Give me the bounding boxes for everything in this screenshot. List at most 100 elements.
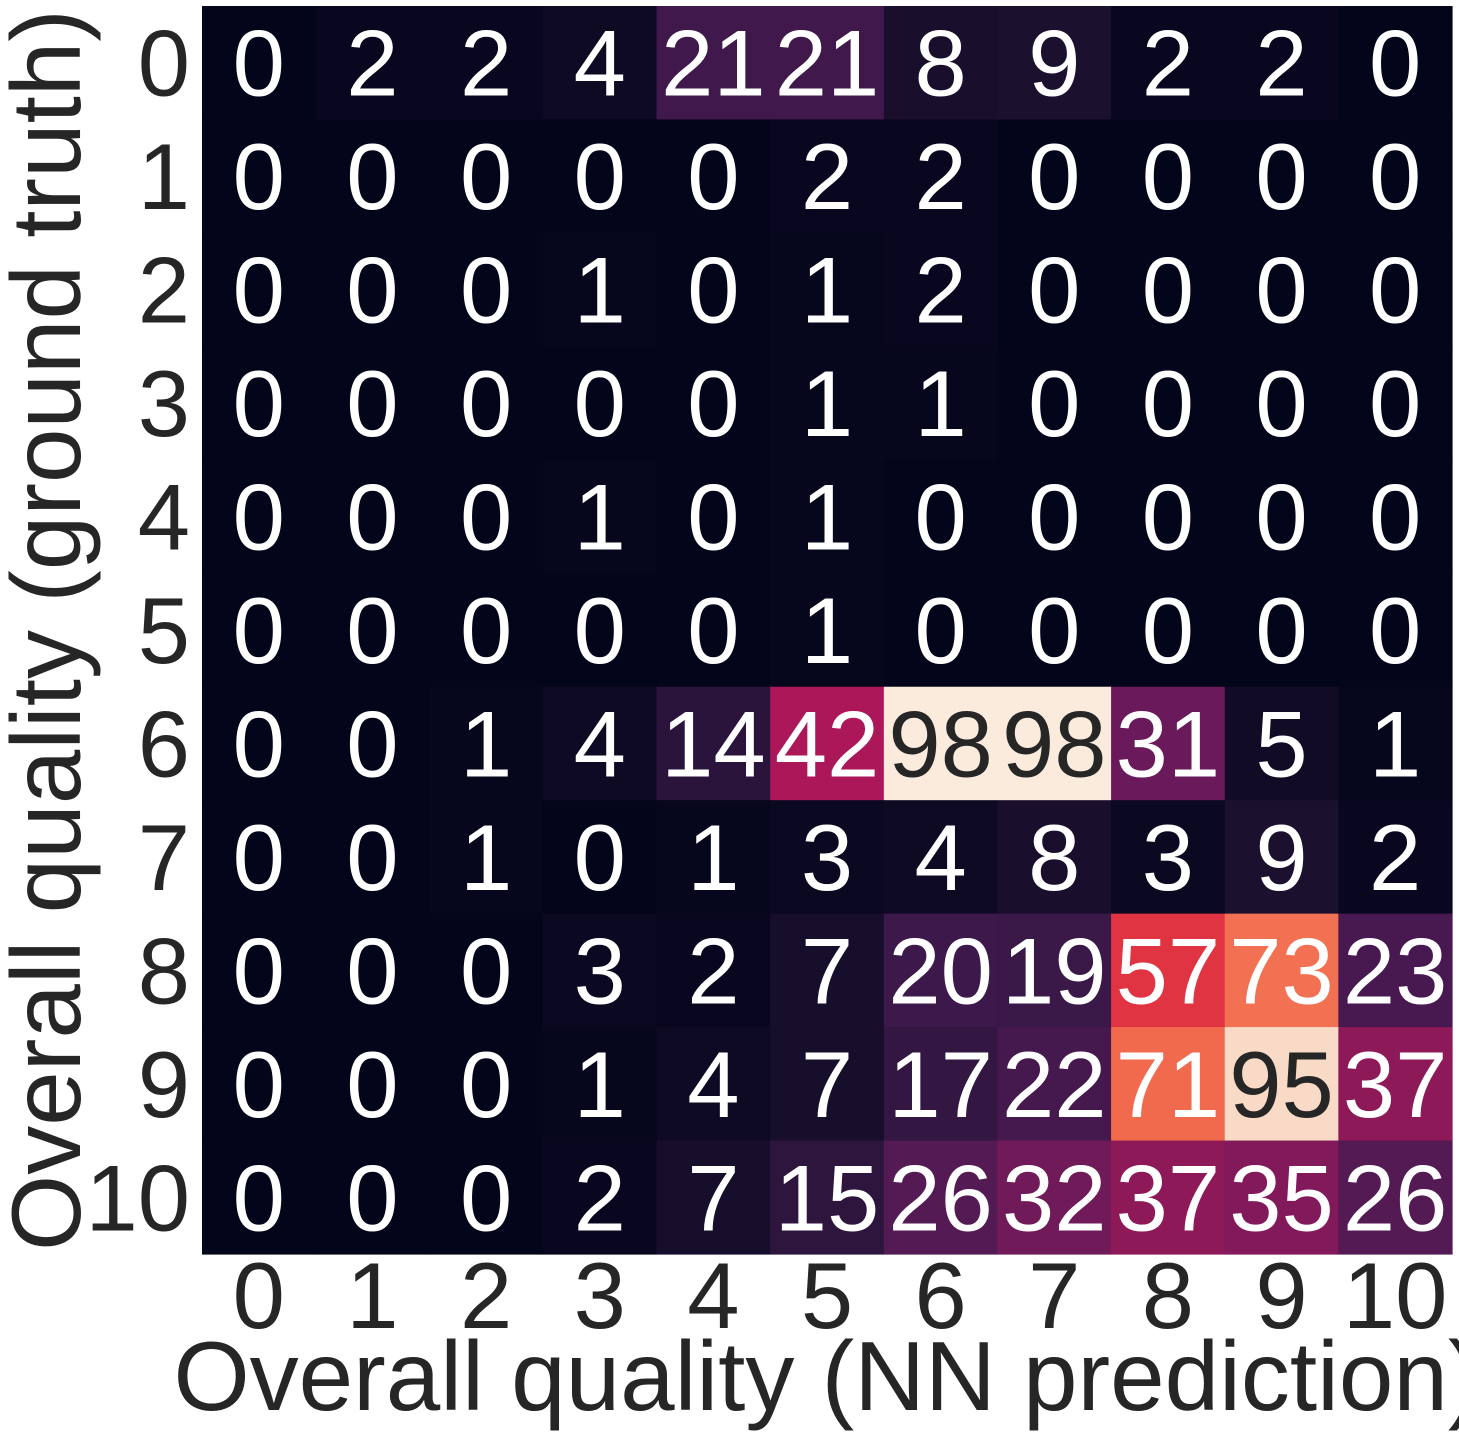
- cell-annotation-r2-c4: 0: [687, 238, 739, 343]
- cell-annotation-r10-c3: 2: [574, 1145, 626, 1250]
- heatmap-cell-r6-c2: [429, 686, 544, 801]
- heatmap-cells: [202, 6, 1453, 1255]
- heatmap-cell-r8-c6: [883, 913, 999, 1028]
- heatmap-cell-r3-c2: [429, 346, 544, 461]
- heatmap-cell-r6-c4: [656, 686, 771, 801]
- heatmap-cell-r7-c2: [429, 800, 544, 915]
- heatmap-cell-r10-c4: [656, 1140, 771, 1255]
- cell-annotation-r8-c8: 57: [1116, 918, 1221, 1023]
- heatmap-cell-r8-c8: [1111, 913, 1226, 1028]
- heatmap-cell-r10-c0: [202, 1140, 317, 1255]
- heatmap-cell-r4-c5: [770, 459, 885, 574]
- cell-annotation-r8-c7: 19: [1002, 918, 1107, 1023]
- cell-annotation-r6-c7: 98: [1002, 691, 1107, 796]
- heatmap-cell-r4-c8: [1111, 459, 1226, 574]
- cell-annotation-r9-c8: 71: [1116, 1032, 1221, 1137]
- heatmap-cell-r3-c6: [883, 346, 999, 461]
- cell-annotation-r4-c5: 1: [801, 465, 853, 570]
- x-tick-label: 1: [346, 1243, 398, 1348]
- heatmap-cell-r10-c8: [1111, 1140, 1226, 1255]
- heatmap-cell-r4-c7: [997, 459, 1112, 574]
- cell-annotation-r1-c9: 0: [1255, 124, 1307, 229]
- heatmap-cell-r0-c8: [1111, 6, 1226, 121]
- heatmap-cell-r6-c6: [883, 686, 999, 801]
- heatmap-cell-r0-c7: [997, 6, 1112, 121]
- cell-annotation-r0-c0: 0: [233, 11, 285, 116]
- cell-annotation-r9-c7: 22: [1002, 1032, 1107, 1137]
- heatmap-cell-r3-c8: [1111, 346, 1226, 461]
- cell-annotation-r2-c2: 0: [460, 238, 512, 343]
- x-tick-label: 6: [914, 1243, 966, 1348]
- heatmap-cell-r7-c8: [1111, 800, 1226, 915]
- heatmap-cell-r5-c1: [315, 573, 430, 688]
- heatmap-cell-r7-c0: [202, 800, 317, 915]
- cell-annotation-r0-c9: 2: [1255, 11, 1307, 116]
- y-tick-label: 1: [138, 124, 190, 229]
- heatmap-cell-r3-c4: [656, 346, 771, 461]
- cell-annotation-r9-c4: 4: [687, 1032, 739, 1137]
- cell-annotation-r0-c3: 4: [574, 11, 626, 116]
- heatmap-cell-r10-c2: [429, 1140, 544, 1255]
- x-axis-tick-labels: 0 1 2 3 4 5 6 7 8 9 10: [233, 1243, 1448, 1348]
- cell-annotation-r5-c9: 0: [1255, 578, 1307, 683]
- heatmap-cell-r2-c3: [542, 232, 658, 347]
- cell-annotation-r10-c4: 7: [687, 1145, 739, 1250]
- cell-annotation-r0-c4: 21: [661, 11, 766, 116]
- cell-annotation-r3-c8: 0: [1142, 351, 1194, 456]
- heatmap-cell-r1-c1: [315, 119, 430, 234]
- cell-annotation-r4-c3: 1: [574, 465, 626, 570]
- cell-annotation-r10-c2: 0: [460, 1145, 512, 1250]
- cell-annotation-r7-c10: 2: [1369, 805, 1421, 910]
- heatmap-cell-r7-c5: [770, 800, 885, 915]
- cell-annotation-r9-c0: 0: [233, 1032, 285, 1137]
- heatmap-cell-r1-c10: [1338, 119, 1453, 234]
- heatmap-cell-r8-c1: [315, 913, 430, 1028]
- cell-annotation-r2-c10: 0: [1369, 238, 1421, 343]
- heatmap-cell-r0-c9: [1224, 6, 1339, 121]
- heatmap-cell-r8-c0: [202, 913, 317, 1028]
- heatmap-cell-r2-c7: [997, 232, 1112, 347]
- cell-annotation-r2-c6: 2: [914, 238, 966, 343]
- cell-annotation-r3-c0: 0: [233, 351, 285, 456]
- heatmap-cell-r9-c9: [1224, 1027, 1339, 1142]
- heatmap-cell-r7-c7: [997, 800, 1112, 915]
- x-tick-label: 8: [1142, 1243, 1194, 1348]
- cell-annotation-r10-c5: 15: [775, 1145, 880, 1250]
- heatmap-cell-r2-c6: [883, 232, 999, 347]
- x-tick-label: 0: [233, 1243, 285, 1348]
- heatmap-cell-r2-c9: [1224, 232, 1339, 347]
- heatmap-cell-r8-c2: [429, 913, 544, 1028]
- y-axis-label: Overall quality (ground truth): [0, 9, 101, 1251]
- cell-annotation-r2-c7: 0: [1028, 238, 1080, 343]
- cell-annotation-r4-c4: 0: [687, 465, 739, 570]
- cell-annotation-r9-c2: 0: [460, 1032, 512, 1137]
- heatmap-cell-r8-c9: [1224, 913, 1339, 1028]
- cell-annotation-r1-c7: 0: [1028, 124, 1080, 229]
- cell-annotation-r3-c6: 1: [914, 351, 966, 456]
- cell-annotation-r6-c9: 5: [1255, 691, 1307, 796]
- heatmap-cell-r8-c7: [997, 913, 1112, 1028]
- heatmap-cell-r6-c8: [1111, 686, 1226, 801]
- heatmap-cell-r7-c9: [1224, 800, 1339, 915]
- heatmap-cell-r10-c6: [883, 1140, 999, 1255]
- heatmap-cell-r2-c1: [315, 232, 430, 347]
- heatmap-cell-r7-c10: [1338, 800, 1453, 915]
- heatmap-cell-r1-c9: [1224, 119, 1339, 234]
- cell-annotation-r4-c8: 0: [1142, 465, 1194, 570]
- heatmap-cell-r6-c7: [997, 686, 1112, 801]
- heatmap-cell-r0-c4: [656, 6, 771, 121]
- heatmap-cell-r9-c7: [997, 1027, 1112, 1142]
- cell-annotation-r1-c4: 0: [687, 124, 739, 229]
- heatmap-cell-r4-c10: [1338, 459, 1453, 574]
- cell-annotation-r7-c5: 3: [801, 805, 853, 910]
- cell-annotation-r1-c8: 0: [1142, 124, 1194, 229]
- heatmap-cell-r10-c7: [997, 1140, 1112, 1255]
- heatmap-cell-r5-c5: [770, 573, 885, 688]
- heatmap-cell-r9-c2: [429, 1027, 544, 1142]
- cell-annotation-r9-c10: 37: [1343, 1032, 1448, 1137]
- cell-annotation-r7-c6: 4: [914, 805, 966, 910]
- heatmap-cell-r7-c1: [315, 800, 430, 915]
- cell-annotation-r6-c0: 0: [233, 691, 285, 796]
- cell-annotation-r8-c9: 73: [1229, 918, 1334, 1023]
- heatmap-cell-r3-c1: [315, 346, 430, 461]
